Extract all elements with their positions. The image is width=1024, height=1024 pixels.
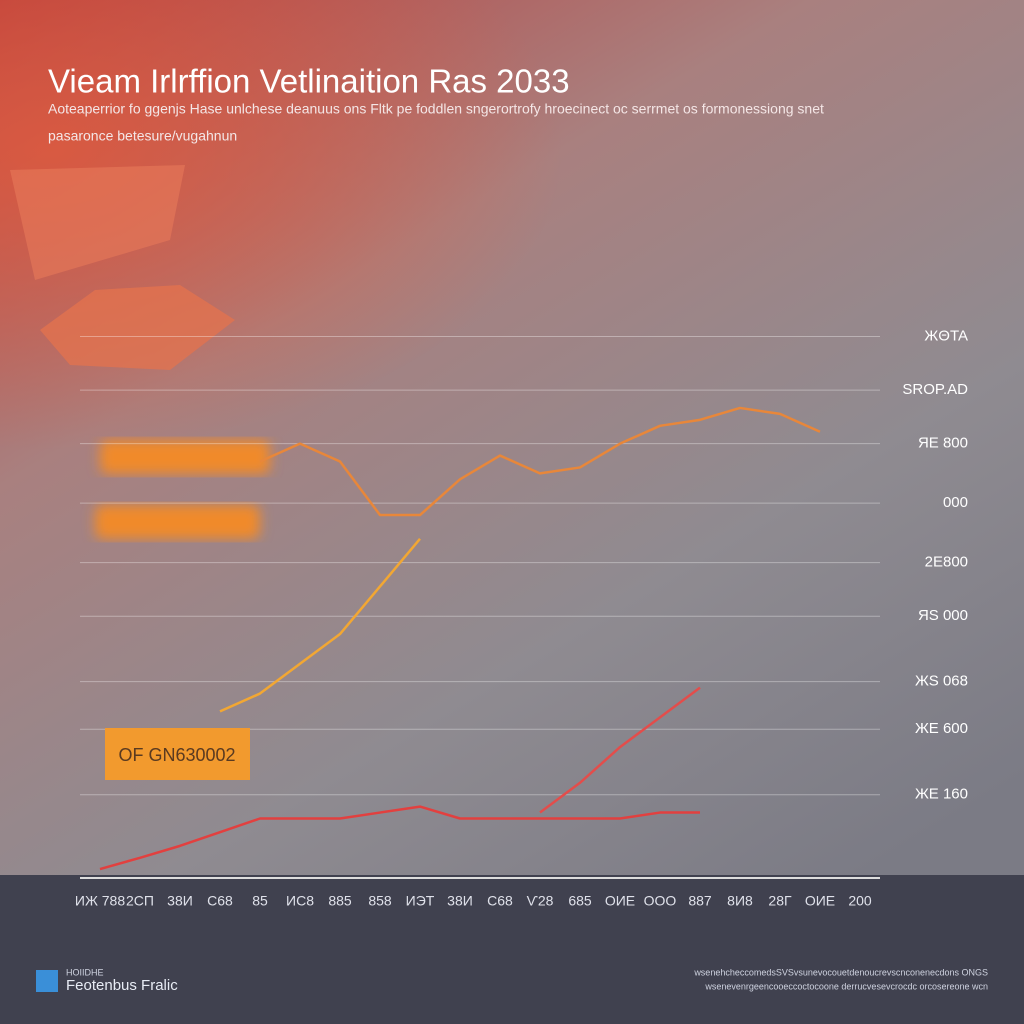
x-tick-label: 685 bbox=[568, 893, 592, 909]
x-tick-label: 28Г bbox=[768, 893, 792, 909]
data-line bbox=[99, 805, 700, 871]
decor-shape bbox=[40, 285, 235, 370]
footer-note: wsenehcheccomedsSVSvsunevocouetdenoucrev… bbox=[693, 967, 988, 977]
y-tick-label: ЖЕ 600 bbox=[915, 720, 968, 737]
footer-note: wsenevenrgeencooeccoctocoone derrucvesev… bbox=[704, 981, 988, 991]
y-tick-label: ЯS 000 bbox=[918, 607, 968, 624]
footer-tagline: HOIIDHE bbox=[66, 967, 104, 977]
callout: OF GN630002 bbox=[118, 745, 235, 765]
x-tick-label: С68 bbox=[487, 893, 513, 909]
footer-brand: Feotenbus Fralic bbox=[66, 977, 178, 994]
x-tick-label: ОИЕ bbox=[605, 893, 635, 909]
y-tick-label: ЯE 800 bbox=[918, 435, 968, 452]
x-tick-label: Ѵ28 bbox=[527, 893, 554, 909]
x-tick-label: 2СП bbox=[126, 893, 154, 909]
y-tick-label: ЖS 068 bbox=[915, 673, 968, 690]
y-tick-label: 000 bbox=[943, 494, 968, 511]
decor-panel bbox=[10, 165, 185, 280]
y-tick-label: ЖЕ 160 bbox=[915, 786, 968, 803]
chart-title: Vieam Irlrffion Vetlinaition Ras 2033 bbox=[48, 63, 570, 100]
y-tick-label: SROP.AD bbox=[902, 381, 968, 398]
brand-icon bbox=[36, 970, 58, 992]
x-tick-label: 85 bbox=[252, 893, 268, 909]
subtitle: pasaronce betesure/vugahnun bbox=[48, 128, 237, 144]
data-line bbox=[219, 538, 421, 713]
y-tick-label: 2E800 bbox=[925, 554, 968, 571]
x-tick-label: 885 bbox=[328, 893, 352, 909]
x-tick-label: ИЖ 788 bbox=[75, 893, 125, 909]
x-tick-label: 887 bbox=[688, 893, 712, 909]
subtitle: Aoteaperrior fo ggenjs Hase unlchese dea… bbox=[48, 101, 824, 117]
callout-box bbox=[105, 728, 250, 780]
x-tick-label: 858 bbox=[368, 893, 392, 909]
x-tick-label: ОИЕ bbox=[805, 893, 835, 909]
x-tick-label: ИЭТ bbox=[406, 893, 435, 909]
x-tick-label: 200 bbox=[848, 893, 872, 909]
decor-bar bbox=[95, 505, 260, 539]
x-tick-label: ИС8 bbox=[286, 893, 314, 909]
footer-band bbox=[0, 875, 1024, 1024]
x-tick-label: 8И8 bbox=[727, 893, 753, 909]
x-tick-label: 38И bbox=[447, 893, 473, 909]
decor-bar bbox=[100, 440, 270, 474]
data-line bbox=[259, 406, 821, 517]
x-tick-label: 38И bbox=[167, 893, 193, 909]
x-tick-label: ООО bbox=[644, 893, 677, 909]
y-tick-label: ЖΘTA bbox=[924, 328, 968, 345]
data-line bbox=[539, 686, 701, 814]
x-tick-label: С68 bbox=[207, 893, 233, 909]
